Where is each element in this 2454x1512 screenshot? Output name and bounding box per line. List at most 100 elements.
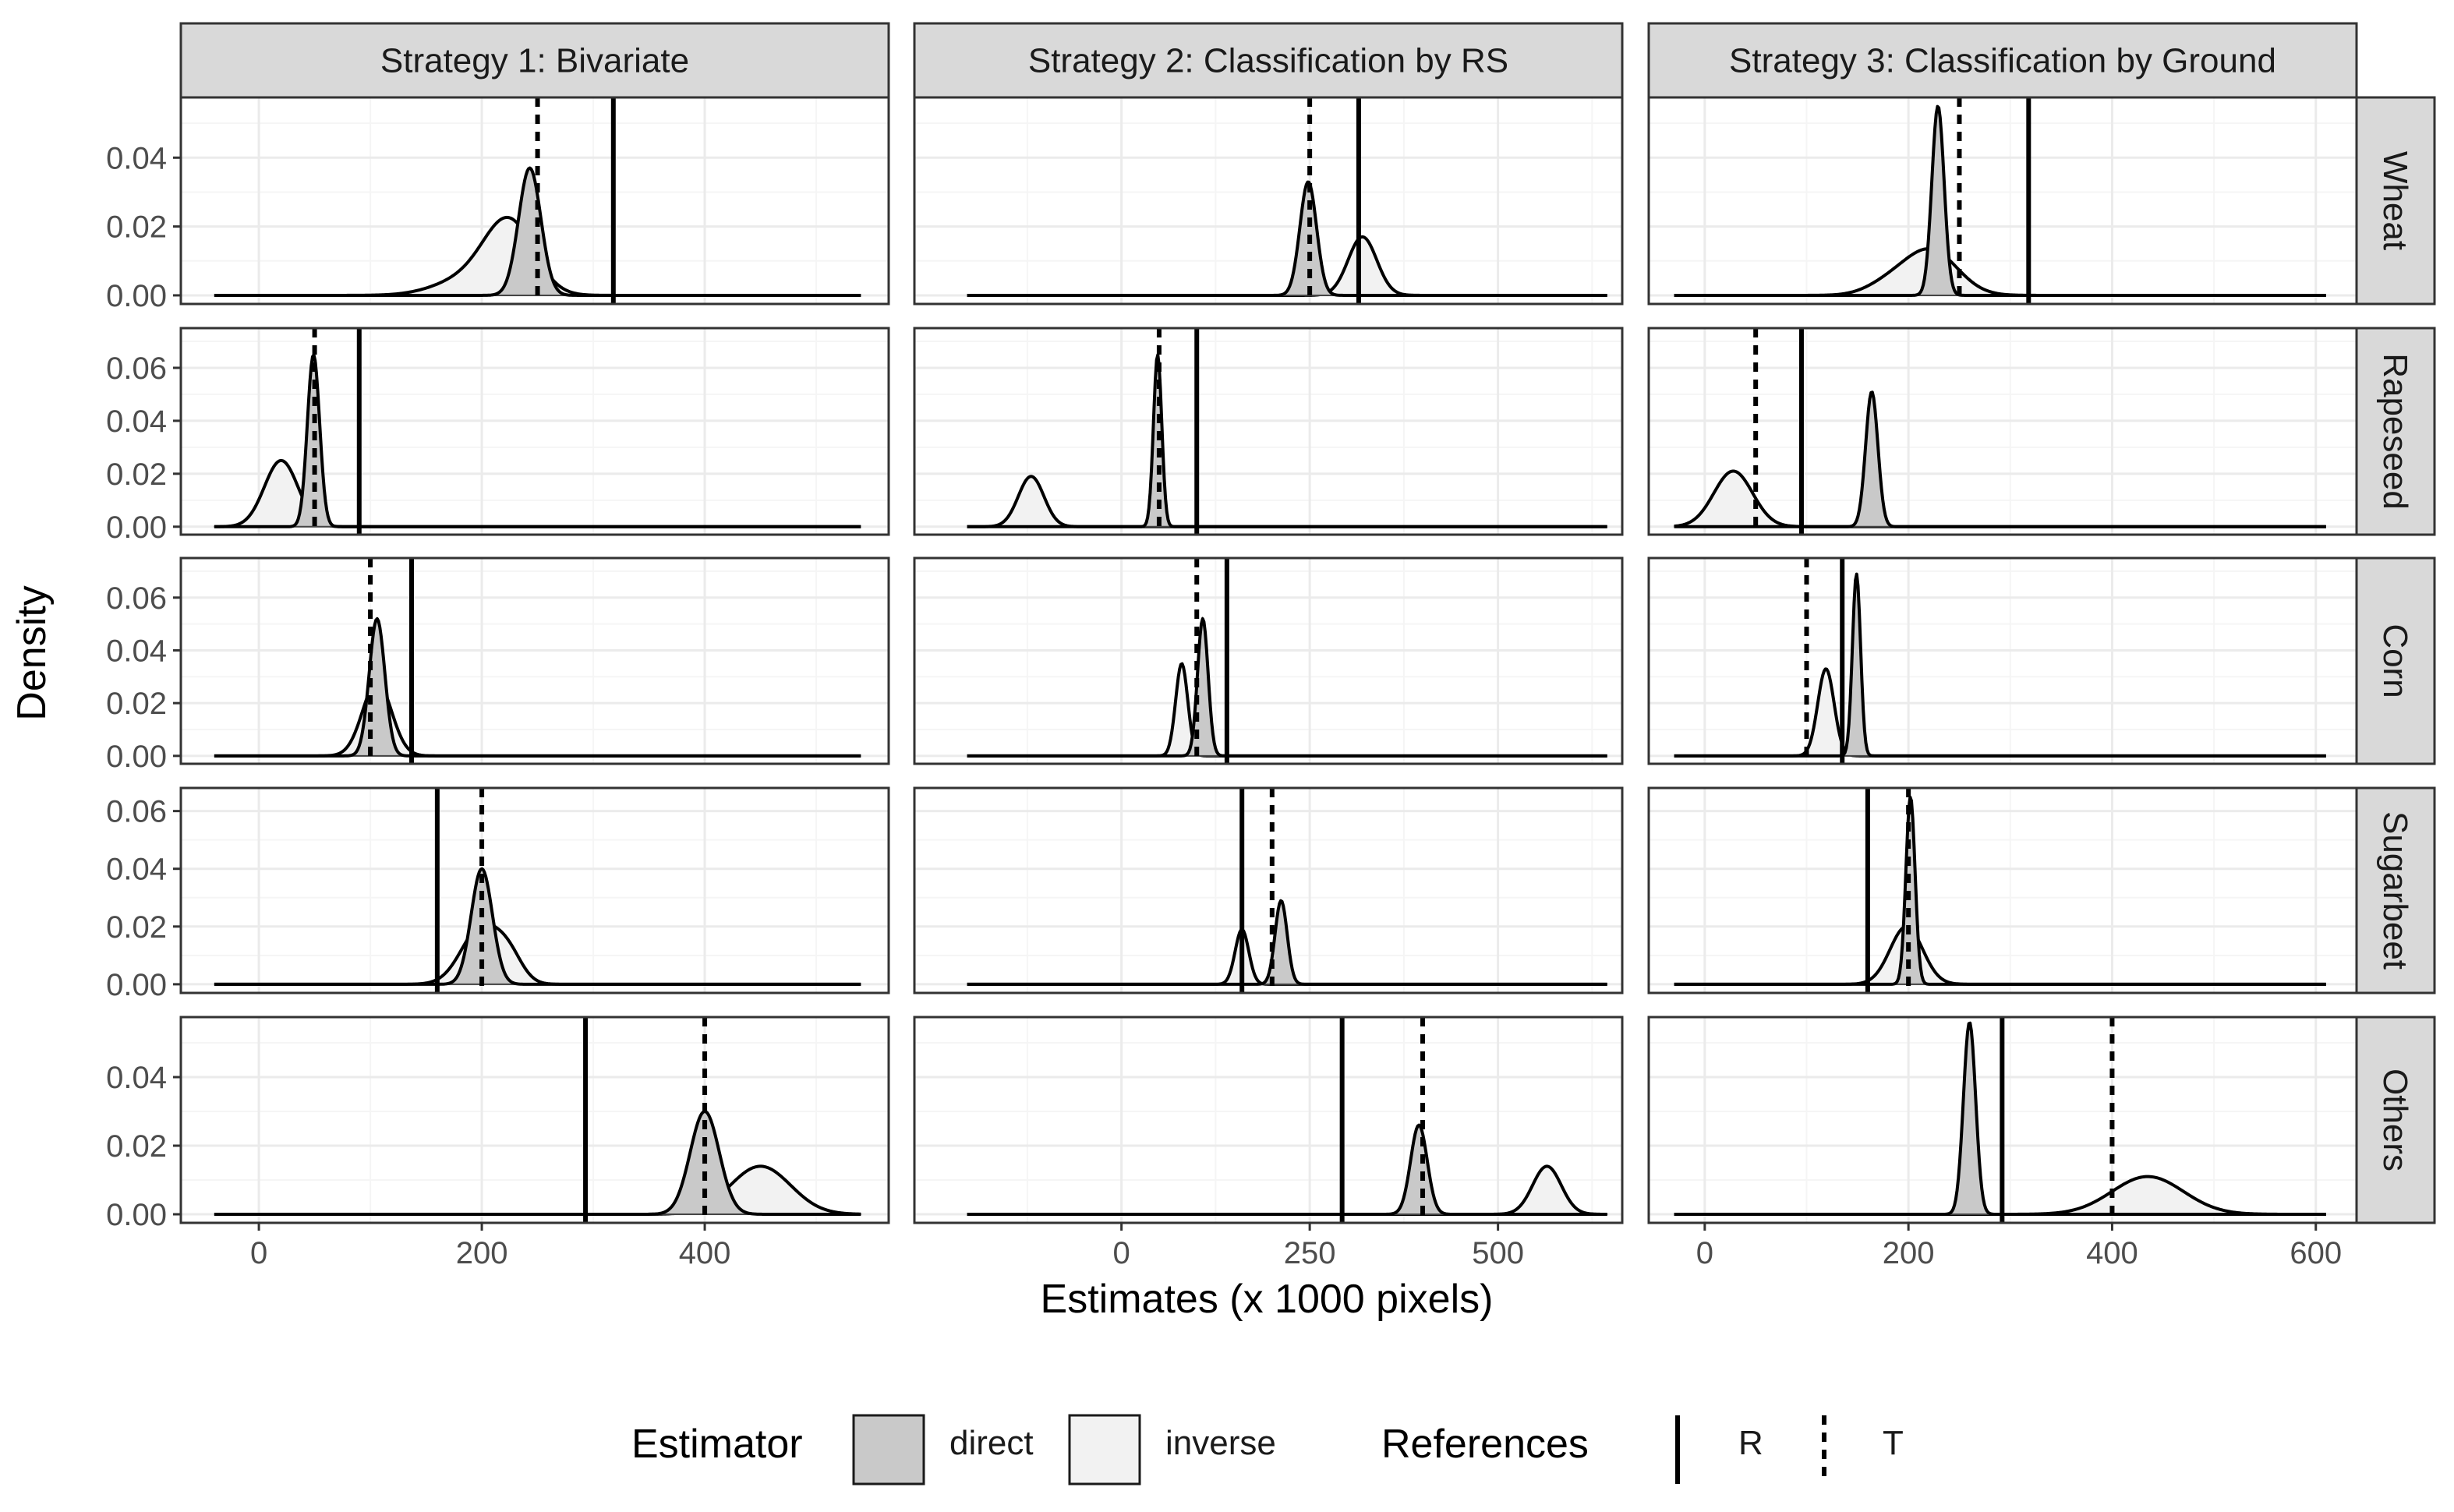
strip-label-others: Others xyxy=(2376,1069,2414,1171)
strip-background xyxy=(913,22,1624,99)
panel-corn-3 xyxy=(1647,556,2358,765)
panel-border xyxy=(179,556,890,765)
x-axis-title: Estimates (x 1000 pixels) xyxy=(1041,1277,1494,1322)
x-tick-label: 200 xyxy=(1883,1236,1935,1270)
y-tick-label: 0.06 xyxy=(106,352,167,386)
strip-label-strategy-3: Strategy 3: Classification by Ground xyxy=(1729,42,2276,80)
panel-wheat-2 xyxy=(913,96,1624,306)
panel-border xyxy=(913,786,1624,994)
panel-background xyxy=(914,97,1622,304)
strip-background xyxy=(2355,96,2436,306)
x-tick-label: 400 xyxy=(679,1236,731,1270)
strip-others: Others xyxy=(2355,1016,2436,1224)
direct-density-line xyxy=(214,616,861,758)
direct-density-line xyxy=(214,166,861,297)
strip-background xyxy=(179,22,890,99)
strip-label-sugarbeet: Sugarbeet xyxy=(2376,811,2414,970)
panel-corn-2 xyxy=(913,556,1624,765)
y-tick-label: 0.00 xyxy=(106,968,167,1002)
y-tick-label: 0.04 xyxy=(106,634,167,668)
y-tick-label: 0.06 xyxy=(106,795,167,829)
y-tick-label: 0.00 xyxy=(106,279,167,313)
panel-background xyxy=(181,788,889,993)
panel-background xyxy=(1649,788,2357,993)
direct-density-line xyxy=(1674,572,2327,758)
strip-background xyxy=(2355,786,2436,994)
x-tick-label: 500 xyxy=(1472,1236,1524,1270)
strip-strategy-1: Strategy 1: Bivariate xyxy=(179,22,890,99)
panel-border xyxy=(179,786,890,994)
direct-density-line xyxy=(214,353,861,528)
panel-border xyxy=(913,1016,1624,1224)
panel-wheat-3 xyxy=(1647,96,2358,306)
legend: Estimator direct inverse References R T xyxy=(631,1414,1904,1486)
direct-density-line xyxy=(967,1123,1608,1216)
panel-background xyxy=(181,558,889,764)
strip-label-strategy-2: Strategy 2: Classification by RS xyxy=(1028,42,1508,80)
strip-label-wheat: Wheat xyxy=(2376,151,2414,250)
legend-references-title: References xyxy=(1381,1422,1589,1467)
legend-inverse-swatch xyxy=(1068,1414,1141,1486)
x-tick-label: 250 xyxy=(1284,1236,1336,1270)
direct-density-line xyxy=(214,1110,861,1216)
legend-t-label: T xyxy=(1883,1424,1904,1462)
panel-border xyxy=(179,327,890,536)
panel-background xyxy=(914,558,1622,764)
panel-border xyxy=(913,327,1624,536)
strip-background xyxy=(1647,22,2358,99)
direct-density-line xyxy=(214,867,861,986)
strip-wheat: Wheat xyxy=(2355,96,2436,306)
y-tick-label: 0.04 xyxy=(106,404,167,439)
x-tick-label: 0 xyxy=(250,1236,267,1270)
panel-background xyxy=(914,788,1622,993)
direct-density-line xyxy=(967,616,1608,758)
direct-density-line xyxy=(1674,795,2327,986)
panel-border xyxy=(913,556,1624,765)
y-tick-label: 0.00 xyxy=(106,510,167,545)
y-tick-label: 0.02 xyxy=(106,210,167,245)
panel-sugarbeet-3 xyxy=(1647,786,2358,994)
panel-others-1 xyxy=(179,1016,890,1224)
panel-wheat-1 xyxy=(179,96,890,306)
strips-layer: Wheat Rapeseed Corn Sugarbeet Others Strategy… xyxy=(179,22,2436,1224)
strip-label-corn: Corn xyxy=(2376,624,2414,698)
strip-rapeseed: Rapeseed xyxy=(2355,327,2436,536)
y-tick-label: 0.00 xyxy=(106,1198,167,1232)
strip-background xyxy=(2355,327,2436,536)
y-axis-title: Density xyxy=(9,585,55,720)
panel-background xyxy=(1649,558,2357,764)
strip-background xyxy=(2355,556,2436,765)
y-tick-label: 0.00 xyxy=(106,740,167,774)
direct-density-line xyxy=(967,353,1608,528)
y-tick-label: 0.02 xyxy=(106,1129,167,1164)
x-tick-label: 0 xyxy=(1696,1236,1713,1270)
panel-sugarbeet-1 xyxy=(179,786,890,994)
strip-label-strategy-1: Strategy 1: Bivariate xyxy=(380,42,689,80)
direct-density-line xyxy=(967,899,1608,986)
panel-rapeseed-2 xyxy=(913,327,1624,536)
panel-sugarbeet-2 xyxy=(913,786,1624,994)
direct-density-line xyxy=(1674,390,2327,528)
panel-rapeseed-1 xyxy=(179,327,890,536)
legend-inverse-label: inverse xyxy=(1165,1424,1276,1462)
y-tick-label: 0.02 xyxy=(106,910,167,945)
panel-others-2 xyxy=(913,1016,1624,1224)
x-tick-label: 0 xyxy=(1113,1236,1130,1270)
legend-estimator-title: Estimator xyxy=(631,1422,803,1467)
direct-density-line xyxy=(1674,104,2327,297)
panel-corn-1 xyxy=(179,556,890,765)
legend-direct-label: direct xyxy=(949,1424,1034,1462)
x-tick-label: 400 xyxy=(2086,1236,2138,1270)
y-tick-label: 0.02 xyxy=(106,457,167,492)
legend-direct-swatch xyxy=(852,1414,925,1486)
strip-strategy-2: Strategy 2: Classification by RS xyxy=(913,22,1624,99)
strip-label-rapeseed: Rapeseed xyxy=(2376,353,2414,510)
axes-layer: 0.00 0.02 0.04 0.00 0.02 0.04 0.06 0.00 0.02 0.04… xyxy=(106,141,2342,1270)
direct-density-line xyxy=(967,180,1608,297)
y-tick-label: 0.06 xyxy=(106,581,167,616)
y-tick-label: 0.04 xyxy=(106,141,167,175)
legend-r-label: R xyxy=(1738,1424,1763,1462)
panel-background xyxy=(914,1017,1622,1223)
panel-background xyxy=(1649,97,2357,304)
